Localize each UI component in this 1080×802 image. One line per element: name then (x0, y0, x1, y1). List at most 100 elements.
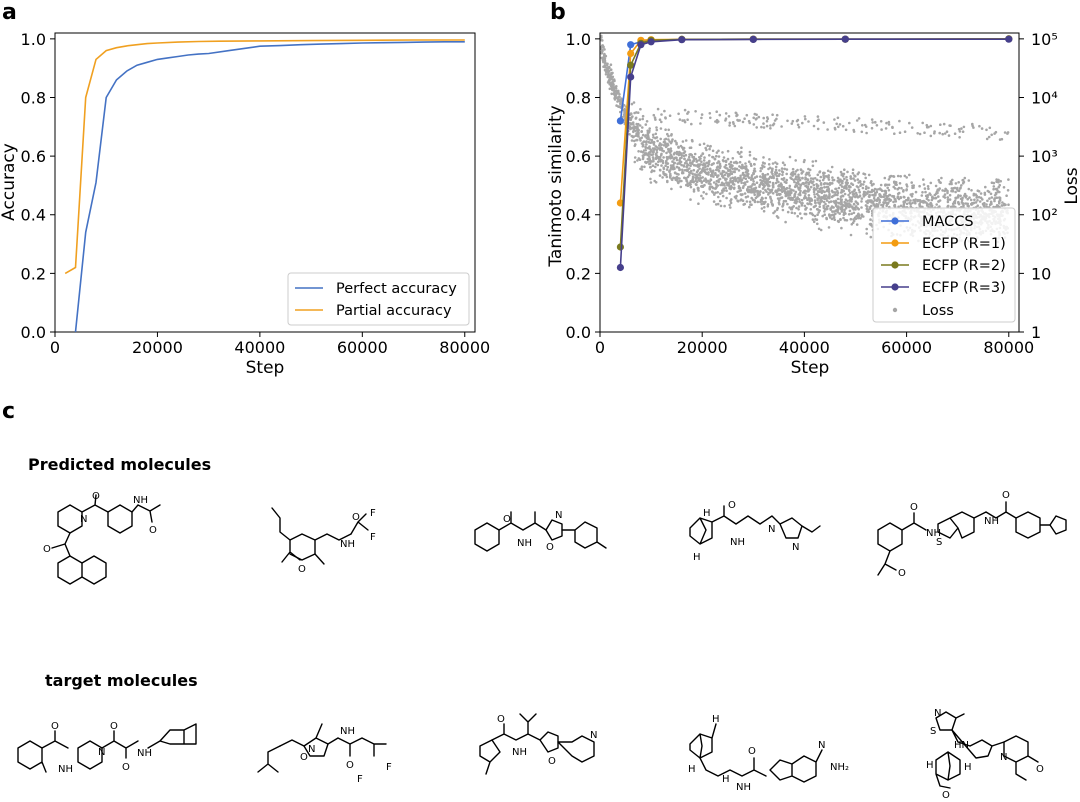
loss-outlier-point (700, 113, 704, 116)
loss-point (885, 196, 889, 199)
loss-point (689, 146, 693, 149)
atom-nh: NH (58, 764, 73, 775)
loss-point (712, 181, 716, 184)
loss-outlier-point (949, 124, 952, 127)
loss-point (786, 190, 790, 193)
loss-point (650, 138, 654, 142)
loss-point (793, 212, 797, 215)
loss-outlier-point (986, 189, 990, 193)
loss-point (647, 140, 651, 144)
loss-point (755, 181, 759, 184)
loss-point (852, 192, 856, 196)
loss-point (709, 168, 712, 172)
loss-point (827, 190, 831, 194)
loss-outlier-point (753, 167, 756, 171)
loss-point (666, 142, 669, 146)
target-molecules-title: target molecules (45, 671, 198, 690)
loss-point (658, 144, 661, 147)
legend-marker-ecfp-r-3 (891, 283, 899, 291)
loss-outlier-point (763, 176, 767, 179)
predicted-molecule-4: H H O NH N N (689, 500, 821, 563)
atom-nh: NH (137, 748, 152, 759)
loss-point (893, 203, 897, 207)
loss-point (650, 141, 654, 144)
loss-point (905, 185, 909, 188)
loss-point (921, 191, 924, 194)
loss-point (766, 172, 770, 176)
loss-point (911, 201, 914, 205)
loss-point (828, 196, 831, 200)
loss-point (852, 211, 856, 215)
loss-point (957, 201, 960, 205)
loss-point (937, 195, 940, 198)
loss-point (646, 157, 650, 161)
loss-outlier-point (791, 170, 795, 174)
loss-point (697, 186, 700, 190)
loss-point (806, 185, 810, 189)
loss-point (668, 148, 671, 151)
atom-nh: NH (512, 747, 527, 758)
loss-point (700, 185, 704, 188)
loss-point (631, 126, 634, 129)
loss-point (820, 196, 824, 199)
loss-point (794, 159, 797, 162)
loss-point (603, 59, 607, 63)
loss-outlier-point (884, 184, 887, 187)
loss-point (672, 163, 675, 167)
loss-point (946, 198, 950, 201)
loss-outlier-point (704, 168, 707, 171)
loss-outlier-point (837, 181, 841, 184)
loss-point (865, 227, 868, 231)
series-marker-ecfp-r-2 (616, 243, 625, 251)
loss-outlier-point (797, 173, 800, 177)
loss-point (974, 193, 978, 196)
loss-point (629, 127, 632, 131)
loss-point (658, 156, 661, 159)
loss-point (812, 183, 816, 187)
loss-point (687, 155, 691, 159)
loss-point (865, 185, 868, 188)
loss-outlier-point (873, 120, 877, 124)
y-tick-label: 0.2 (566, 264, 591, 283)
loss-outlier-point (728, 168, 731, 172)
loss-point (763, 165, 766, 169)
loss-point (967, 179, 971, 182)
loss-point (903, 196, 906, 199)
loss-outlier-point (707, 171, 710, 174)
loss-point (604, 54, 608, 58)
loss-point (983, 201, 986, 205)
loss-point (768, 158, 771, 161)
loss-point (828, 216, 832, 219)
loss-point (738, 152, 741, 156)
x-tick-label: 0 (50, 338, 60, 357)
loss-point (868, 195, 871, 199)
loss-point (795, 206, 798, 210)
loss-point (862, 183, 865, 186)
loss-point (652, 140, 656, 144)
loss-point (807, 181, 810, 184)
loss-point (850, 200, 853, 203)
loss-point (623, 114, 626, 118)
loss-point (779, 196, 783, 200)
loss-point (824, 197, 828, 201)
loss-point (919, 200, 922, 203)
loss-point (778, 172, 781, 176)
loss-point (702, 169, 705, 173)
loss-point (721, 175, 725, 178)
loss-outlier-point (978, 124, 981, 128)
loss-point (698, 143, 702, 146)
y-tick-label: 0.2 (21, 264, 46, 283)
loss-point (710, 185, 714, 189)
atom-h: H (926, 760, 934, 771)
loss-point (783, 187, 786, 190)
loss-outlier-point (765, 119, 769, 123)
loss-point (668, 140, 671, 143)
loss-point (604, 73, 608, 76)
loss-point (774, 181, 778, 185)
loss-point (630, 102, 634, 106)
loss-outlier-point (775, 113, 779, 117)
loss-point (717, 160, 720, 163)
loss-outlier-point (742, 165, 746, 169)
loss-point (847, 188, 851, 191)
loss-point (701, 152, 705, 155)
